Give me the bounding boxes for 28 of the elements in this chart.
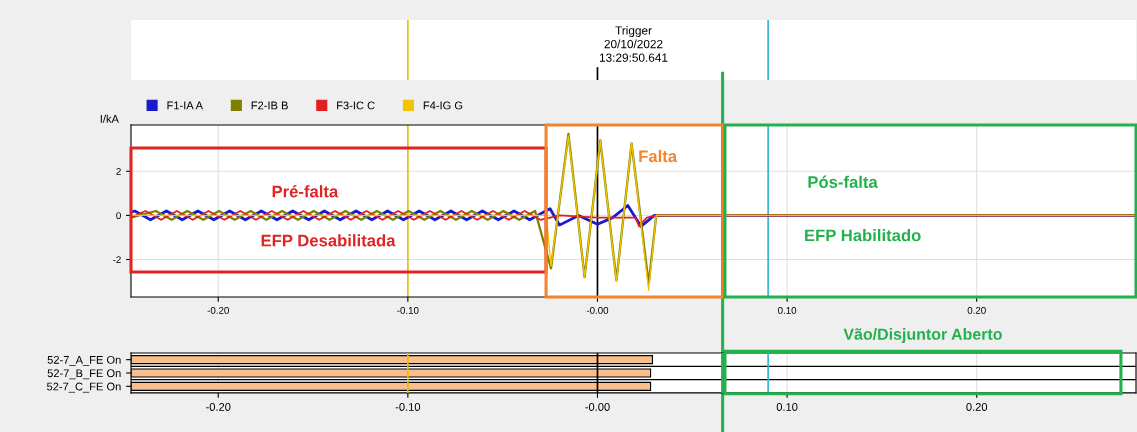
annotation: Falta <box>639 149 678 163</box>
y-tick-label: 52-7_C_FE On <box>47 382 121 393</box>
y-tick-label: 2 <box>116 168 121 175</box>
annotation: EFP Desabilitada <box>261 234 396 247</box>
y-tick-label: 52-7_B_FE On <box>47 369 121 380</box>
x-tick-label: 0.20 <box>967 306 986 314</box>
legend-label: F4-IG G <box>423 101 463 110</box>
legend-label: F2-IB B <box>251 101 288 110</box>
annotation: Pós-falta <box>808 175 878 188</box>
y-tick-label: 52-7_A_FE On <box>47 355 121 366</box>
y-tick-label: 0 <box>116 212 121 220</box>
x-tick-label: 0.10 <box>776 403 798 411</box>
x-tick-label: -0.00 <box>585 403 610 411</box>
x-tick-label: -0.20 <box>207 306 229 314</box>
x-tick-label: -0.10 <box>395 403 421 411</box>
y-tick-label: -2 <box>113 256 121 264</box>
annotation: EFP Habilitado <box>805 229 921 242</box>
annotation: Pré-falta <box>272 185 339 198</box>
text: Vão/Disjuntor Aberto <box>843 328 1002 343</box>
text: Trigger 20/10/2022 13:29:50.641 <box>599 26 668 62</box>
legend-label: F1-IA A <box>167 101 203 110</box>
y-axis-title: I/kA <box>100 114 119 123</box>
x-tick-label: 0.20 <box>966 403 988 411</box>
legend-label: F3-IC C <box>337 101 375 110</box>
x-tick-label: 0.10 <box>778 306 797 314</box>
x-tick-label: -0.00 <box>586 306 609 314</box>
x-tick-label: -0.20 <box>206 403 231 411</box>
x-tick-label: -0.10 <box>397 306 419 314</box>
